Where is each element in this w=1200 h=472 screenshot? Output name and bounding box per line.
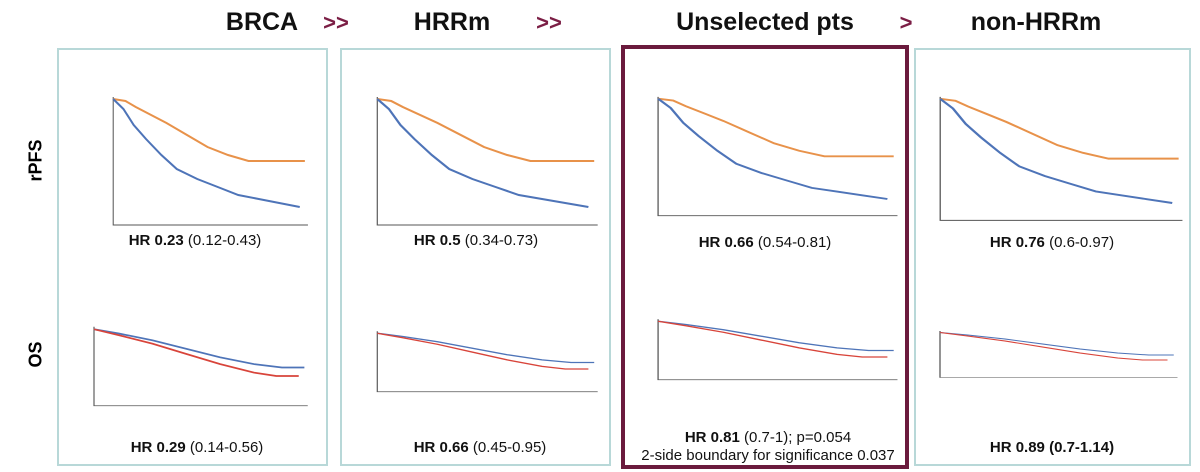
arrow: >>	[323, 10, 349, 35]
km-plot	[112, 95, 309, 227]
hr: HR 0.23	[128, 232, 184, 249]
hr-text: HR 0.66 (0.54-0.81)	[699, 234, 832, 251]
km-plot	[656, 318, 899, 382]
km-plot	[376, 330, 599, 393]
hr: HR 0.66	[413, 439, 469, 456]
hr-text: HR 0.76 (0.6-0.97)	[990, 234, 1114, 251]
column-header: Unselected pts	[676, 8, 854, 36]
panel	[914, 48, 1191, 466]
ci: (0.7-1); p=0.054	[744, 429, 852, 446]
panel-highlighted	[621, 45, 909, 469]
significance-note: 2-side boundary for significance 0.037	[641, 447, 895, 464]
ci: (0.14-0.56)	[189, 439, 264, 456]
ci: (0.7-1.14)	[1049, 439, 1115, 456]
column-header: BRCA	[225, 8, 299, 36]
column-header: non-HRRm	[970, 8, 1102, 36]
row-label: rPFS	[25, 139, 46, 182]
km-plot	[938, 330, 1179, 379]
row-label: OS	[25, 341, 46, 368]
km-plot	[376, 95, 599, 227]
hr: HR 0.76	[989, 234, 1045, 251]
ci: (0.34-0.73)	[464, 232, 539, 249]
hr: HR 0.29	[130, 439, 186, 456]
km-plot	[92, 325, 309, 407]
ci: (0.54-0.81)	[757, 234, 832, 251]
panel	[57, 48, 328, 466]
panel	[340, 48, 611, 466]
arrow: >>	[536, 10, 562, 35]
hr: HR 0.81	[684, 429, 740, 446]
hr: HR 0.5	[413, 232, 461, 249]
hr-text: HR 0.81 (0.7-1); p=0.054	[685, 429, 851, 446]
ci: (0.12-0.43)	[187, 232, 262, 249]
ci: (0.6-0.97)	[1049, 234, 1115, 251]
km-plot	[656, 95, 899, 217]
hr-text: HR 0.23 (0.12-0.43)	[129, 232, 262, 249]
km-plot	[938, 95, 1184, 222]
hr-text: HR 0.66 (0.45-0.95)	[414, 439, 547, 456]
hr-text: HR 0.5 (0.34-0.73)	[414, 232, 538, 249]
ci: (0.45-0.95)	[472, 439, 547, 456]
hr: HR 0.89	[989, 439, 1045, 456]
hr-text: HR 0.29 (0.14-0.56)	[131, 439, 264, 456]
hr-text: HR 0.89 (0.7-1.14)	[990, 439, 1114, 456]
column-header: HRRm	[413, 8, 491, 36]
hr: HR 0.66	[698, 234, 754, 251]
arrow: >	[899, 10, 913, 35]
